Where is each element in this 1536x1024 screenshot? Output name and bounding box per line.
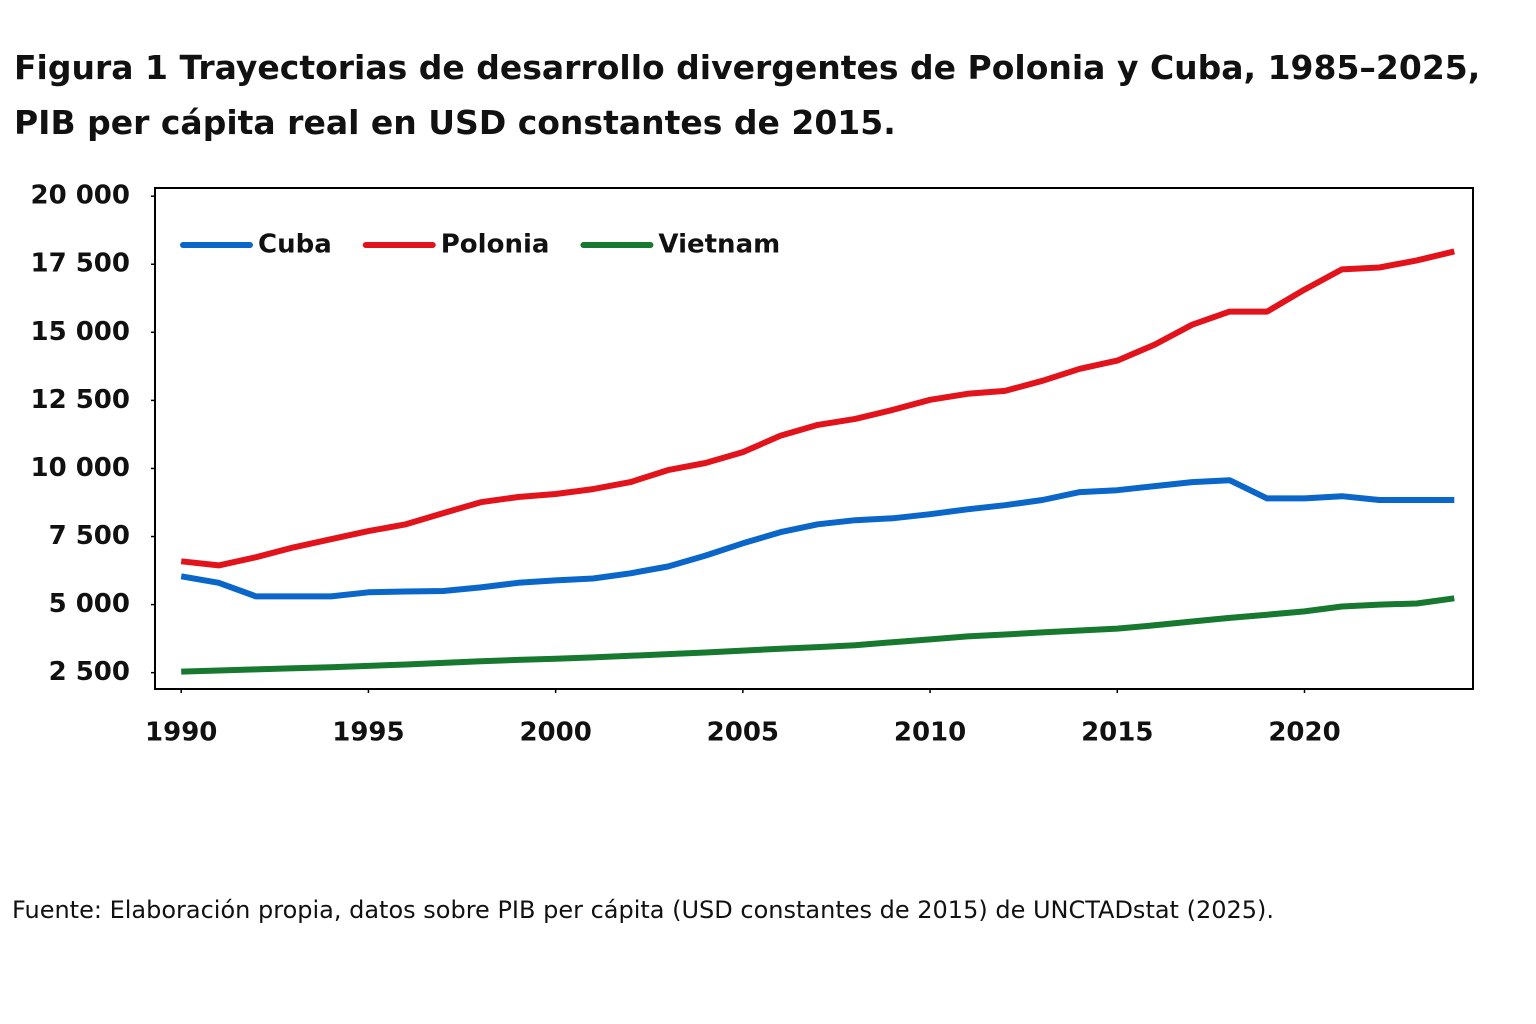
x-tick-label: 2015 bbox=[1081, 718, 1153, 748]
x-tick-label: 2020 bbox=[1268, 718, 1340, 748]
y-tick-label: 15 000 bbox=[30, 317, 130, 347]
y-tick-label: 7 500 bbox=[49, 521, 130, 551]
x-tick-label: 1990 bbox=[145, 718, 217, 748]
legend-label: Vietnam bbox=[658, 230, 780, 260]
y-tick-label: 17 500 bbox=[30, 249, 130, 279]
chart-title: Figura 1 Trayectorias de desarrollo dive… bbox=[14, 48, 1481, 142]
series-line bbox=[180, 477, 1455, 600]
y-tick-label: 5 000 bbox=[49, 589, 130, 619]
x-tick-label: 1995 bbox=[332, 718, 404, 748]
legend-label: Cuba bbox=[258, 230, 332, 260]
plot-frame bbox=[154, 187, 1474, 690]
y-tick-label: 10 000 bbox=[30, 453, 130, 483]
y-tick-label: 20 000 bbox=[30, 181, 130, 211]
x-tick-label: 2010 bbox=[894, 718, 966, 748]
y-tick-label: 2 500 bbox=[49, 657, 130, 687]
x-tick-label: 2005 bbox=[707, 718, 779, 748]
series-line bbox=[180, 248, 1456, 569]
legend-label: Polonia bbox=[441, 230, 550, 260]
series-line bbox=[181, 595, 1455, 675]
y-tick-label: 12 500 bbox=[30, 385, 130, 415]
source-note: Fuente: Elaboración propia, datos sobre … bbox=[12, 896, 1275, 924]
x-tick-label: 2000 bbox=[519, 718, 591, 748]
